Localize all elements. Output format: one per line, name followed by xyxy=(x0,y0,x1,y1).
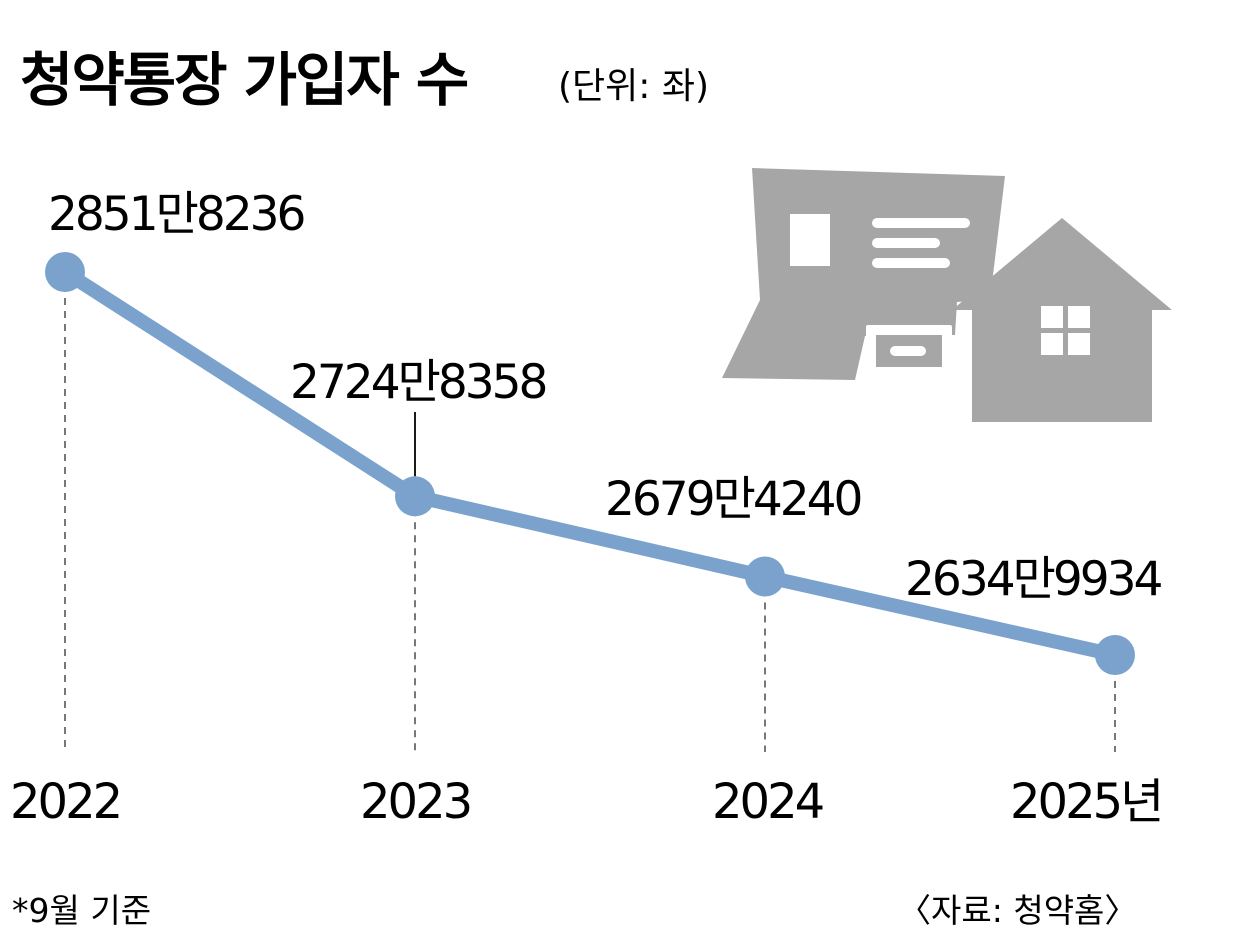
source-note: 〈자료: 청약홈〉 xyxy=(898,891,1137,930)
x-tick-2023: 2023 xyxy=(360,774,470,830)
data-point-0 xyxy=(45,252,85,292)
chart-title: 청약통장 가입자 수 xyxy=(20,46,468,114)
series-line xyxy=(58,265,1122,662)
document-and-house-icon xyxy=(722,168,1172,422)
value-label-2025: 2634만9934 xyxy=(905,552,1162,607)
unit-note: (단위: 좌) xyxy=(558,66,709,107)
value-label-2022: 2851만8236 xyxy=(48,187,304,242)
x-tick-2022: 2022 xyxy=(10,774,120,830)
x-tick-2025: 2025년 xyxy=(1010,774,1161,830)
x-tick-2024: 2024 xyxy=(712,774,823,830)
footnote: *9월 기준 xyxy=(12,891,151,930)
data-point-3 xyxy=(1095,635,1135,675)
data-markers xyxy=(45,252,1135,675)
data-point-1 xyxy=(395,476,435,517)
guide-lines xyxy=(64,272,1116,752)
data-point-2 xyxy=(745,556,785,597)
value-label-2024: 2679만4240 xyxy=(605,472,861,527)
value-label-2023: 2724만8358 xyxy=(290,355,546,410)
